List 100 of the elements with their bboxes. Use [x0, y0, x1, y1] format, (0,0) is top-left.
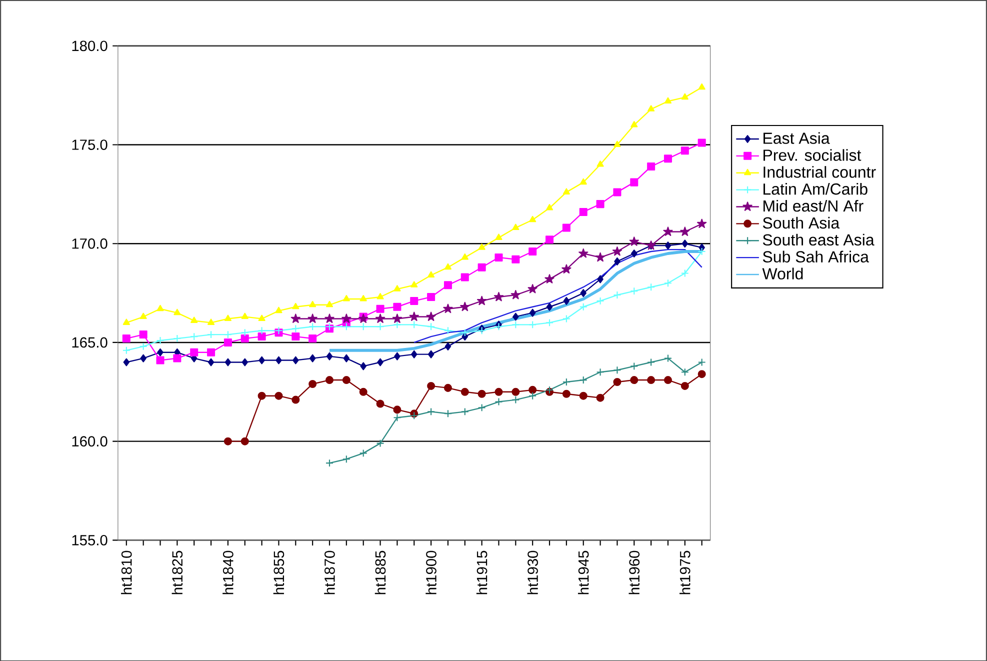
- point: [309, 354, 316, 362]
- point: [596, 296, 604, 305]
- y-tick-label: 160.0: [72, 436, 108, 446]
- point: [680, 269, 689, 278]
- point: [444, 263, 452, 270]
- point: [208, 358, 214, 366]
- point: [529, 308, 536, 317]
- point: [562, 314, 570, 323]
- point: [342, 322, 350, 330]
- point: [292, 356, 299, 364]
- point: [275, 306, 282, 313]
- point: [664, 97, 672, 104]
- point: [343, 354, 350, 362]
- point: [342, 454, 350, 463]
- y-tick-label: 175.0: [72, 139, 108, 150]
- point: [460, 328, 469, 336]
- x-tick-label: ht1945: [578, 550, 589, 594]
- point: [612, 246, 622, 256]
- point: [512, 396, 520, 404]
- point: [359, 388, 368, 396]
- legend-label: Industrial countr: [764, 166, 876, 178]
- point: [664, 354, 672, 362]
- point: [613, 290, 622, 299]
- point: [546, 302, 553, 311]
- point: [680, 382, 689, 390]
- point: [512, 312, 519, 321]
- point: [207, 348, 216, 356]
- point: [123, 358, 130, 366]
- point: [190, 332, 198, 340]
- point: [630, 286, 638, 295]
- point: [648, 104, 655, 112]
- point: [528, 284, 538, 294]
- point: [698, 138, 706, 147]
- point: [460, 407, 469, 416]
- point: [308, 313, 318, 323]
- x-tick-label: ht1855: [273, 550, 284, 594]
- point: [630, 362, 638, 370]
- legend-label: Prev. socialist: [764, 148, 862, 161]
- point: [393, 413, 402, 422]
- point: [478, 243, 486, 250]
- point: [476, 296, 487, 305]
- point: [376, 322, 384, 330]
- point: [240, 334, 249, 342]
- point: [342, 313, 352, 323]
- point: [309, 300, 316, 307]
- point: [308, 334, 317, 342]
- point: [528, 386, 537, 394]
- point: [512, 255, 520, 264]
- point: [274, 392, 283, 400]
- point: [174, 308, 181, 315]
- point: [190, 348, 198, 356]
- point: [698, 247, 706, 256]
- point: [595, 252, 606, 262]
- point: [613, 188, 622, 196]
- point: [394, 352, 400, 360]
- y-tick-label: 155.0: [72, 534, 108, 546]
- point: [528, 247, 537, 256]
- point: [647, 358, 656, 366]
- point: [410, 350, 418, 358]
- point: [207, 318, 215, 325]
- point: [494, 253, 503, 262]
- point: [444, 409, 452, 418]
- point: [410, 280, 418, 288]
- point: [629, 236, 639, 246]
- point: [258, 332, 266, 340]
- point: [122, 346, 130, 354]
- point: [428, 350, 434, 358]
- legend-label: East Asia: [764, 132, 830, 144]
- point: [510, 290, 520, 299]
- point: [359, 322, 368, 330]
- point: [478, 403, 486, 412]
- x-tick-label: ht1930: [527, 550, 538, 594]
- point: [444, 384, 452, 392]
- point: [579, 302, 588, 311]
- point: [647, 376, 656, 384]
- point: [647, 282, 656, 291]
- point: [427, 407, 436, 416]
- point: [276, 356, 282, 364]
- point: [240, 328, 249, 336]
- x-tick-label: ht1870: [324, 550, 335, 594]
- point: [444, 280, 452, 289]
- point: [664, 376, 672, 384]
- point: [140, 354, 146, 362]
- point: [528, 392, 537, 400]
- point: [173, 354, 182, 362]
- point: [681, 93, 688, 100]
- point: [410, 320, 418, 328]
- point: [377, 358, 384, 366]
- point: [139, 342, 148, 350]
- point: [156, 336, 164, 344]
- legend-label: South Asia: [762, 216, 840, 228]
- point: [614, 140, 621, 147]
- point: [393, 302, 402, 311]
- point: [157, 348, 164, 356]
- legend-label: Sub Sah Africa: [762, 250, 869, 262]
- point: [544, 274, 554, 284]
- point: [698, 83, 706, 90]
- point: [393, 405, 402, 414]
- point: [324, 313, 334, 323]
- point: [139, 330, 148, 338]
